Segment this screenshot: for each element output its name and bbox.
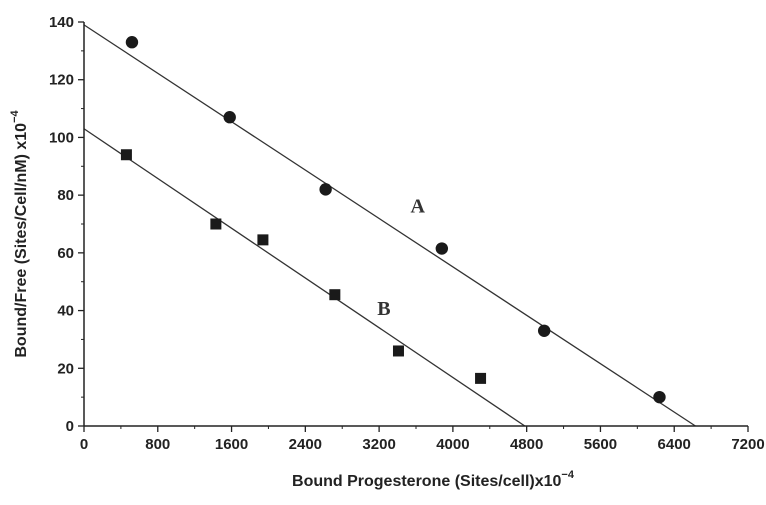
x-tick-label: 4000 (436, 436, 469, 453)
data-point-a (435, 242, 449, 255)
x-tick-label: 800 (145, 436, 170, 453)
series-label-b: B (377, 298, 390, 320)
fit-lines (83, 24, 696, 427)
y-tick-label: 20 (57, 360, 74, 377)
x-tick-label: 5600 (584, 436, 617, 453)
x-tick-label: 6400 (658, 436, 691, 453)
data-point-a (319, 183, 332, 196)
fit-line-b (83, 128, 526, 427)
y-tick-label: 120 (49, 72, 74, 89)
y-axis-title: Bound/Free (Sites/Cell/nM) x10−4 (9, 109, 30, 357)
x-tick-label: 0 (80, 436, 88, 453)
x-tick-label: 3200 (362, 436, 395, 453)
x-tick-label: 1600 (215, 436, 248, 453)
data-point-b (392, 345, 404, 357)
y-axis-title-exponent: −4 (9, 109, 21, 122)
y-axis-title-text: Bound/Free (Sites/Cell/nM) x10 (13, 123, 30, 358)
data-markers (120, 36, 666, 404)
fit-line-a (83, 24, 696, 427)
y-tick-label: 100 (49, 129, 74, 146)
x-tick-label: 7200 (731, 436, 764, 453)
axes: 0 800 1600 2400 3200 4000 4800 5600 6400 7200 0 20 4… (49, 14, 765, 453)
x-tick-label: 2400 (289, 436, 322, 453)
data-point-b (329, 289, 341, 301)
data-point-a (653, 390, 666, 404)
x-axis-title-text: Bound Progesterone (Sites/cell)x10 (292, 473, 562, 490)
data-point-b (475, 372, 487, 384)
y-tick-label: 0 (66, 418, 74, 435)
data-point-a (537, 324, 551, 337)
y-tick-label: 80 (57, 187, 74, 204)
data-point-b (257, 234, 269, 246)
series-labels: AB (377, 195, 425, 319)
y-tick-label: 60 (57, 245, 74, 262)
data-point-a (125, 36, 139, 49)
x-axis-title-exponent: −4 (561, 469, 574, 481)
y-tick-label: 40 (57, 303, 74, 320)
y-tick-label: 140 (49, 14, 74, 31)
series-label-a: A (410, 195, 425, 217)
data-point-a (223, 111, 236, 124)
data-point-b (120, 149, 132, 161)
data-point-b (210, 218, 222, 230)
x-tick-label: 4800 (510, 436, 543, 453)
x-axis-title: Bound Progesterone (Sites/cell)x10−4 (292, 469, 575, 490)
